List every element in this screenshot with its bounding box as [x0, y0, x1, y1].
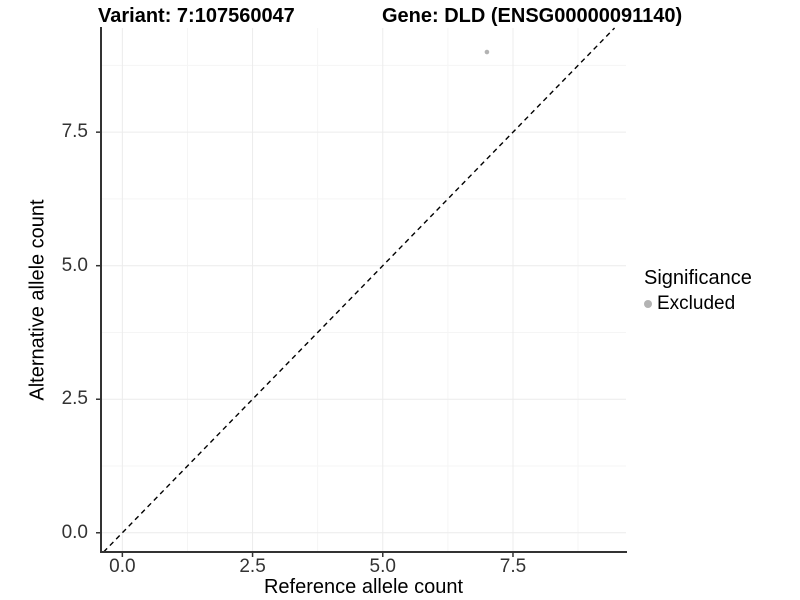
- x-tick-label: 7.5: [499, 556, 527, 577]
- plot-title-variant: Variant: 7:107560047: [98, 5, 295, 27]
- x-tick-label: 2.5: [239, 556, 266, 577]
- legend: Significance Excluded: [644, 266, 752, 315]
- legend-entry-excluded: Excluded: [644, 293, 752, 315]
- identity-line: [103, 27, 616, 553]
- y-tick-label: 7.5: [61, 121, 88, 143]
- legend-label-excluded: Excluded: [657, 293, 736, 314]
- legend-point-swatch-icon: [644, 300, 652, 308]
- y-axis-title: Alternative allele count: [26, 199, 49, 401]
- legend-title: Significance: [644, 267, 752, 289]
- x-tick-label: 5.0: [369, 556, 396, 577]
- x-tick-label: 0.0: [109, 556, 136, 577]
- x-axis-title: Reference allele count: [263, 576, 463, 598]
- plot-panel: [96, 27, 627, 557]
- y-tick-label: 2.5: [61, 388, 88, 410]
- y-tick-label: 0.0: [61, 521, 88, 543]
- plot-title-gene: Gene: DLD (ENSG00000091140): [382, 5, 683, 27]
- data-point: [484, 49, 490, 55]
- y-tick-label: 5.0: [61, 254, 88, 276]
